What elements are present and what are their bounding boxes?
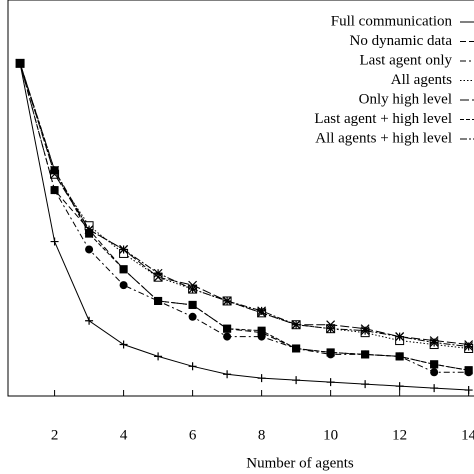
- marker: [85, 316, 94, 325]
- series-line: [19, 63, 469, 391]
- marker: [464, 386, 473, 395]
- marker: [188, 284, 198, 294]
- marker: [223, 324, 232, 333]
- series: [15, 58, 474, 351]
- marker: [85, 245, 94, 254]
- marker: [360, 326, 370, 336]
- marker: [223, 332, 232, 341]
- marker: [292, 376, 301, 385]
- marker: [326, 378, 335, 387]
- x-tick-label: 8: [258, 427, 266, 443]
- marker: [257, 374, 266, 383]
- x-tick-label: 12: [392, 427, 407, 443]
- marker: [430, 360, 439, 369]
- marker: [326, 324, 336, 334]
- marker: [119, 340, 128, 349]
- marker: [464, 342, 474, 351]
- marker: [257, 306, 267, 316]
- marker: [292, 344, 301, 353]
- marker: [430, 368, 439, 377]
- x-tick-label: 2: [51, 427, 59, 443]
- marker: [257, 326, 266, 335]
- x-tick-label: 14: [461, 427, 474, 443]
- marker: [119, 245, 129, 254]
- marker: [15, 58, 25, 68]
- marker: [119, 281, 128, 290]
- marker: [430, 384, 439, 393]
- marker: [395, 352, 404, 361]
- legend-label: Last agent only: [360, 52, 453, 68]
- marker: [395, 332, 405, 342]
- marker: [222, 296, 232, 306]
- marker: [119, 265, 128, 274]
- legend-label: Last agent + high level: [314, 111, 452, 127]
- x-tick-label: 4: [120, 427, 128, 443]
- legend-label: Only high level: [359, 91, 452, 107]
- marker: [188, 300, 197, 309]
- marker: [188, 312, 197, 321]
- plot-frame: [7, 0, 474, 397]
- series-line: [19, 63, 469, 371]
- marker: [223, 370, 232, 379]
- legend-label: Full communication: [331, 13, 453, 29]
- series: [16, 59, 473, 395]
- x-axis-label: Number of agents: [246, 455, 354, 471]
- marker: [84, 225, 94, 235]
- legend-label: All agents + high level: [315, 130, 452, 146]
- marker: [154, 296, 163, 305]
- x-tick-label: 10: [323, 427, 338, 443]
- marker: [361, 350, 370, 359]
- series-line: [19, 63, 469, 373]
- marker: [464, 366, 473, 375]
- marker: [154, 352, 163, 361]
- marker: [188, 362, 197, 371]
- marker: [50, 237, 59, 246]
- marker: [50, 165, 60, 175]
- marker: [153, 268, 163, 278]
- marker: [291, 320, 301, 330]
- legend-label: All agents: [391, 72, 452, 88]
- marker: [326, 348, 335, 357]
- marker: [361, 380, 370, 389]
- legend-label: No dynamic data: [350, 33, 453, 49]
- series-line: [19, 63, 469, 371]
- marker: [429, 338, 439, 347]
- marker: [395, 382, 404, 391]
- x-tick-label: 6: [189, 427, 197, 443]
- marker: [50, 186, 59, 195]
- series-line: [19, 63, 469, 347]
